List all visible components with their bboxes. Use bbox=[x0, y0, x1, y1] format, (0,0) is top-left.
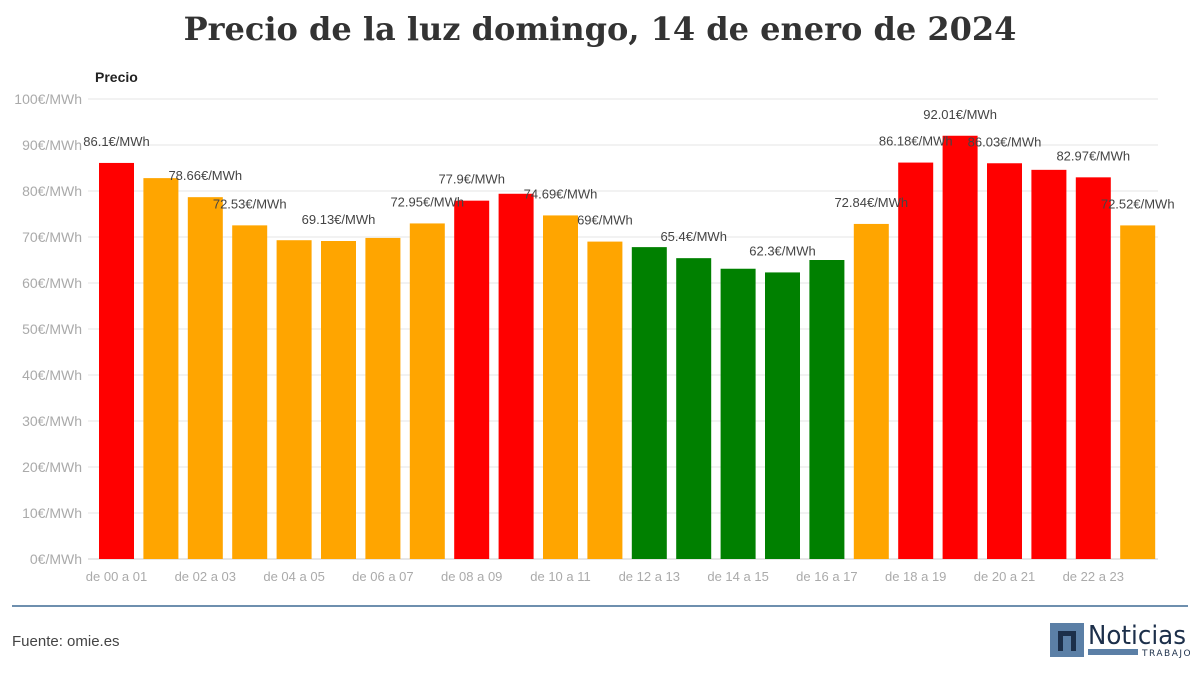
axes: 0€/MWh 10€/MWh 20€/MWh 30€/MWh 40€/MWh 50€/MW… bbox=[14, 91, 1124, 584]
y-tick-label: 50€/MWh bbox=[22, 321, 82, 337]
data-labels: 86.1€/MWh 78.66€/MWh 72.53€/MWh 69.13€/MWh 7… bbox=[83, 107, 1174, 259]
bar-de-14-a-15 bbox=[720, 268, 756, 559]
noticias-trabajo-logo: Noticias TRABAJO bbox=[1050, 620, 1191, 660]
bar-de-04-a-05 bbox=[276, 240, 312, 559]
y-tick-label: 70€/MWh bbox=[22, 229, 82, 245]
x-tick-label: de 00 a 01 bbox=[86, 569, 147, 584]
y-tick-label: 90€/MWh bbox=[22, 137, 82, 153]
data-label: 72.84€/MWh bbox=[834, 195, 908, 210]
bars bbox=[99, 135, 1156, 560]
bar-de-07-a-08 bbox=[409, 223, 445, 559]
y-tick-label: 40€/MWh bbox=[22, 367, 82, 383]
data-label: 86.03€/MWh bbox=[968, 134, 1042, 149]
x-tick-label: de 16 a 17 bbox=[796, 569, 857, 584]
data-label: 69€/MWh bbox=[577, 213, 633, 228]
x-tick-label: de 08 a 09 bbox=[441, 569, 502, 584]
y-tick-label: 10€/MWh bbox=[22, 505, 82, 521]
data-label: 69.13€/MWh bbox=[302, 212, 376, 227]
data-label: 65.4€/MWh bbox=[660, 229, 726, 244]
logo-icon: Noticias TRABAJO bbox=[1050, 621, 1191, 659]
x-tick-label: de 10 a 11 bbox=[530, 569, 590, 584]
bar-de-05-a-06 bbox=[321, 241, 356, 559]
data-label: 72.53€/MWh bbox=[213, 196, 287, 211]
bar-de-16-a-17 bbox=[809, 260, 845, 559]
data-label: 86.1€/MWh bbox=[83, 134, 149, 149]
bar-de-08-a-09 bbox=[454, 200, 490, 559]
x-tick-label: de 06 a 07 bbox=[352, 569, 413, 584]
data-label: 82.97€/MWh bbox=[1056, 148, 1130, 163]
bar-de-01-a-02 bbox=[143, 178, 179, 559]
y-tick-label: 100€/MWh bbox=[14, 91, 82, 107]
bar-de-13-a-14 bbox=[676, 258, 712, 559]
bar-de-11-a-12 bbox=[587, 241, 623, 559]
y-axis-label: Precio bbox=[95, 69, 138, 85]
data-label: 74.69€/MWh bbox=[524, 186, 598, 201]
bar-de-21-a-22 bbox=[1031, 169, 1067, 559]
bar-de-10-a-11 bbox=[543, 215, 578, 559]
x-tick-label: de 22 a 23 bbox=[1063, 569, 1124, 584]
x-tick-label: de 14 a 15 bbox=[707, 569, 768, 584]
bar-de-20-a-21 bbox=[987, 163, 1022, 559]
y-tick-label: 0€/MWh bbox=[30, 551, 82, 567]
y-tick-label: 30€/MWh bbox=[22, 413, 82, 429]
data-label: 77.9€/MWh bbox=[438, 172, 504, 187]
bar-de-06-a-07 bbox=[365, 237, 401, 560]
data-label: 78.66€/MWh bbox=[168, 168, 242, 183]
x-tick-label: de 18 a 19 bbox=[885, 569, 946, 584]
y-tick-label: 60€/MWh bbox=[22, 275, 82, 291]
bar-de-09-a-10 bbox=[498, 193, 534, 559]
chart-title: Precio de la luz domingo, 14 de enero de… bbox=[183, 10, 1017, 48]
bar-de-23-a-24 bbox=[1120, 225, 1156, 559]
data-label: 72.52€/MWh bbox=[1101, 196, 1175, 211]
data-label: 62.3€/MWh bbox=[749, 243, 815, 258]
bar-de-03-a-04 bbox=[232, 225, 268, 559]
svg-text:TRABAJO: TRABAJO bbox=[1141, 649, 1190, 659]
bar-de-17-a-18 bbox=[853, 223, 889, 559]
y-tick-label: 20€/MWh bbox=[22, 459, 82, 475]
x-tick-label: de 12 a 13 bbox=[619, 569, 680, 584]
x-tick-label: de 04 a 05 bbox=[263, 569, 324, 584]
bar-de-18-a-19 bbox=[898, 162, 934, 559]
footer-divider bbox=[12, 605, 1188, 607]
source-note: Fuente: omie.es bbox=[12, 633, 120, 650]
y-tick-label: 80€/MWh bbox=[22, 183, 82, 199]
bar-de-00-a-01 bbox=[99, 162, 134, 559]
svg-text:Noticias: Noticias bbox=[1088, 621, 1186, 651]
data-label: 92.01€/MWh bbox=[923, 107, 997, 122]
x-tick-label: de 02 a 03 bbox=[175, 569, 236, 584]
data-label: 72.95€/MWh bbox=[390, 194, 464, 209]
bar-de-15-a-16 bbox=[765, 272, 800, 559]
bar-de-22-a-23 bbox=[1075, 177, 1111, 559]
data-label: 86.18€/MWh bbox=[879, 134, 953, 149]
bar-de-12-a-13 bbox=[631, 247, 667, 559]
bar-de-02-a-03 bbox=[187, 197, 223, 559]
bar-chart: 86.1€/MWh 78.66€/MWh 72.53€/MWh 69.13€/MWh 7… bbox=[14, 69, 1174, 584]
bar-de-19-a-20 bbox=[942, 135, 978, 559]
x-tick-label: de 20 a 21 bbox=[974, 569, 1035, 584]
